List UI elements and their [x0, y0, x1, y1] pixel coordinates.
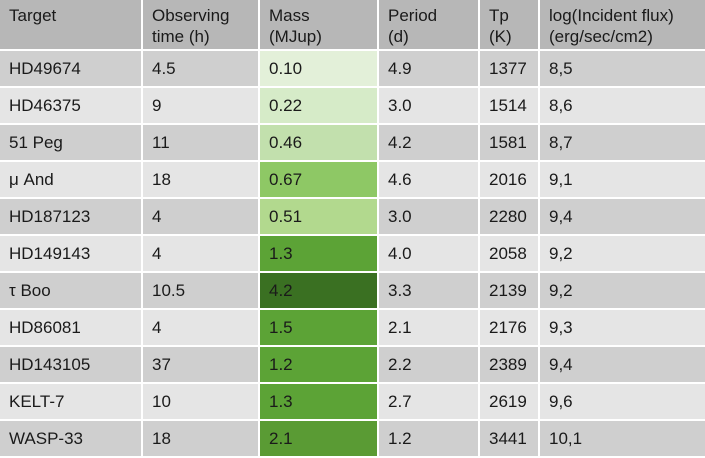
cell-incident-flux: 9,2 [540, 236, 705, 273]
cell-target: KELT-7 [0, 384, 143, 421]
cell-target: τ Boo [0, 273, 143, 310]
cell-observing-time: 37 [143, 347, 260, 384]
table-row: WASP-33 18 2.1 1.2 3441 10,1 [0, 421, 705, 458]
cell-mass: 1.3 [260, 384, 379, 421]
header-tp: Tp (K) [480, 0, 540, 51]
table-row: 51 Peg 11 0.46 4.2 1581 8,7 [0, 125, 705, 162]
cell-observing-time: 4 [143, 310, 260, 347]
cell-tp: 1377 [480, 51, 540, 88]
cell-incident-flux: 8,6 [540, 88, 705, 125]
table-row: μ And 18 0.67 4.6 2016 9,1 [0, 162, 705, 199]
cell-tp: 2139 [480, 273, 540, 310]
cell-observing-time: 18 [143, 421, 260, 458]
cell-mass: 4.2 [260, 273, 379, 310]
cell-target: HD149143 [0, 236, 143, 273]
cell-period: 2.1 [379, 310, 480, 347]
cell-mass: 1.5 [260, 310, 379, 347]
cell-observing-time: 4.5 [143, 51, 260, 88]
cell-tp: 2619 [480, 384, 540, 421]
header-mass: Mass (MJup) [260, 0, 379, 51]
cell-target: μ And [0, 162, 143, 199]
table-row: KELT-7 10 1.3 2.7 2619 9,6 [0, 384, 705, 421]
cell-period: 3.0 [379, 199, 480, 236]
header-period: Period (d) [379, 0, 480, 51]
cell-target: 51 Peg [0, 125, 143, 162]
cell-period: 4.9 [379, 51, 480, 88]
cell-tp: 2280 [480, 199, 540, 236]
cell-incident-flux: 8,7 [540, 125, 705, 162]
cell-observing-time: 4 [143, 199, 260, 236]
cell-incident-flux: 8,5 [540, 51, 705, 88]
table-body: HD49674 4.5 0.10 4.9 1377 8,5 HD46375 9 … [0, 51, 705, 458]
cell-tp: 3441 [480, 421, 540, 458]
header-observing-time: Observing time (h) [143, 0, 260, 51]
header-row: Target Observing time (h) Mass (MJup) Pe… [0, 0, 705, 51]
cell-tp: 1581 [480, 125, 540, 162]
cell-period: 3.0 [379, 88, 480, 125]
cell-incident-flux: 9,3 [540, 310, 705, 347]
cell-mass: 1.3 [260, 236, 379, 273]
table-row: τ Boo 10.5 4.2 3.3 2139 9,2 [0, 273, 705, 310]
cell-period: 1.2 [379, 421, 480, 458]
cell-incident-flux: 9,2 [540, 273, 705, 310]
table-header: Target Observing time (h) Mass (MJup) Pe… [0, 0, 705, 51]
cell-mass: 2.1 [260, 421, 379, 458]
cell-period: 3.3 [379, 273, 480, 310]
cell-period: 4.2 [379, 125, 480, 162]
cell-incident-flux: 9,4 [540, 347, 705, 384]
cell-period: 4.6 [379, 162, 480, 199]
cell-period: 2.7 [379, 384, 480, 421]
cell-observing-time: 10 [143, 384, 260, 421]
cell-target: HD49674 [0, 51, 143, 88]
table-row: HD149143 4 1.3 4.0 2058 9,2 [0, 236, 705, 273]
cell-target: HD187123 [0, 199, 143, 236]
cell-mass: 0.10 [260, 51, 379, 88]
cell-tp: 2016 [480, 162, 540, 199]
cell-mass: 0.46 [260, 125, 379, 162]
table-row: HD49674 4.5 0.10 4.9 1377 8,5 [0, 51, 705, 88]
cell-mass: 0.22 [260, 88, 379, 125]
cell-mass: 1.2 [260, 347, 379, 384]
cell-tp: 1514 [480, 88, 540, 125]
cell-period: 4.0 [379, 236, 480, 273]
cell-target: HD86081 [0, 310, 143, 347]
cell-target: HD143105 [0, 347, 143, 384]
cell-tp: 2389 [480, 347, 540, 384]
cell-observing-time: 4 [143, 236, 260, 273]
cell-incident-flux: 9,1 [540, 162, 705, 199]
cell-target: WASP-33 [0, 421, 143, 458]
cell-incident-flux: 9,4 [540, 199, 705, 236]
cell-incident-flux: 10,1 [540, 421, 705, 458]
table-row: HD46375 9 0.22 3.0 1514 8,6 [0, 88, 705, 125]
cell-observing-time: 11 [143, 125, 260, 162]
cell-target: HD46375 [0, 88, 143, 125]
cell-mass: 0.51 [260, 199, 379, 236]
cell-tp: 2058 [480, 236, 540, 273]
cell-mass: 0.67 [260, 162, 379, 199]
table-row: HD86081 4 1.5 2.1 2176 9,3 [0, 310, 705, 347]
cell-incident-flux: 9,6 [540, 384, 705, 421]
cell-period: 2.2 [379, 347, 480, 384]
header-target: Target [0, 0, 143, 51]
table-row: HD187123 4 0.51 3.0 2280 9,4 [0, 199, 705, 236]
cell-observing-time: 9 [143, 88, 260, 125]
table-row: HD143105 37 1.2 2.2 2389 9,4 [0, 347, 705, 384]
cell-observing-time: 10.5 [143, 273, 260, 310]
header-incident-flux: log(Incident flux) (erg/sec/cm2) [540, 0, 705, 51]
cell-tp: 2176 [480, 310, 540, 347]
cell-observing-time: 18 [143, 162, 260, 199]
